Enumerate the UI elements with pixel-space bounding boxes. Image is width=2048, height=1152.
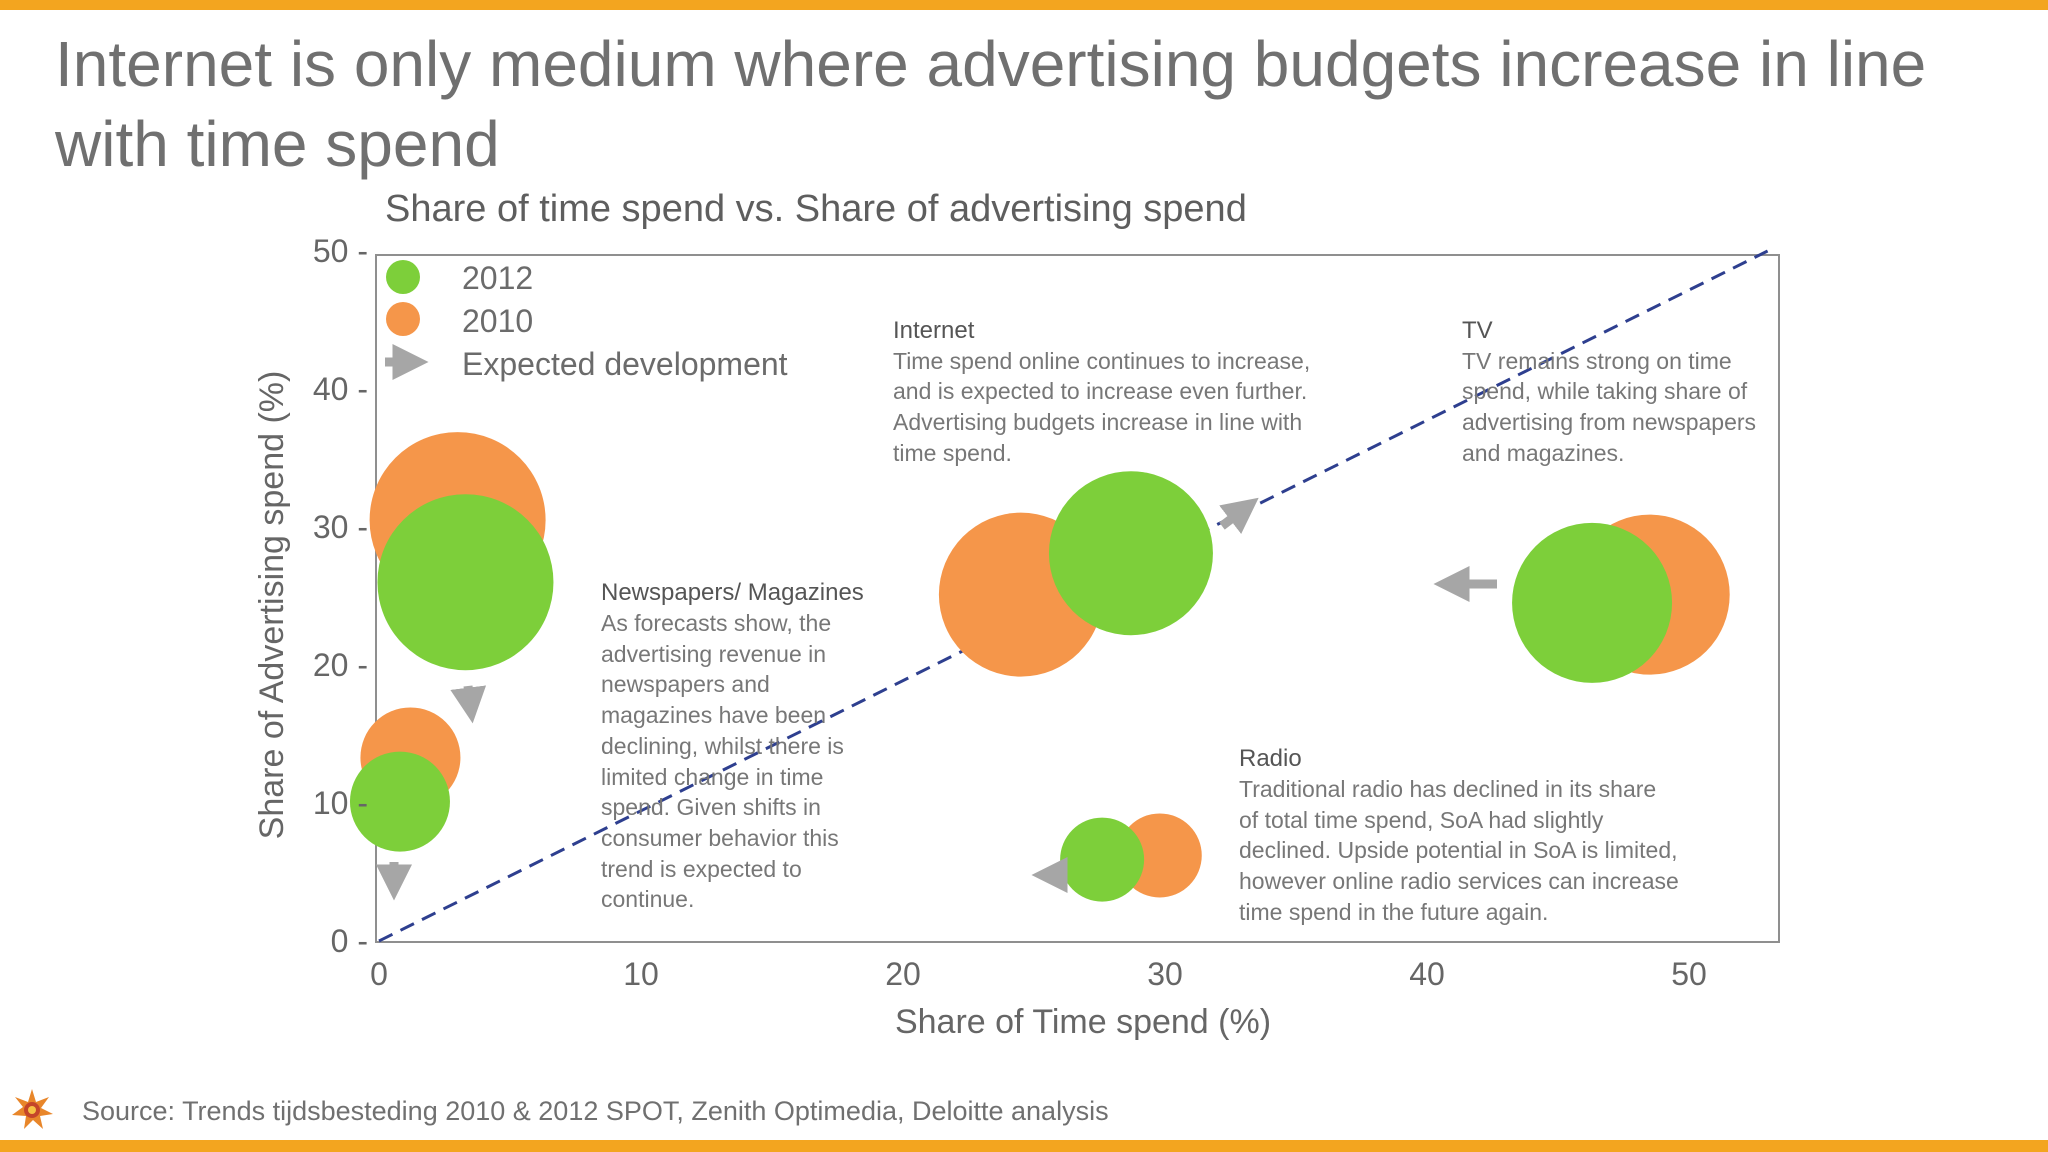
annotation-line: Advertising budgets increase in line wit… bbox=[893, 409, 1302, 435]
annotation-line: As forecasts show, the bbox=[601, 610, 831, 636]
x-tick-label: 20 bbox=[885, 956, 921, 992]
annotation-line: advertising from newspapers bbox=[1462, 409, 1756, 435]
x-tick-label: 40 bbox=[1409, 956, 1445, 992]
arrow-layer bbox=[376, 497, 1497, 901]
annotation-line: continue. bbox=[601, 886, 694, 912]
expected-development-arrow-icon bbox=[1219, 497, 1259, 534]
annotation-line: limited change in time bbox=[601, 764, 823, 790]
legend-label-expected: Expected development bbox=[462, 346, 788, 382]
x-axis-label: Share of Time spend (%) bbox=[895, 1003, 1271, 1041]
annotation-line: declined. Upside potential in SoA is lim… bbox=[1239, 837, 1678, 863]
annotation-title: Newspapers/ Magazines bbox=[601, 579, 864, 606]
legend-label-2010: 2010 bbox=[462, 303, 533, 339]
source-note: Source: Trends tijdsbesteding 2010 & 201… bbox=[82, 1096, 1109, 1126]
annotation-title: Internet bbox=[893, 317, 975, 344]
annotation-internet: Internet Time spend online continues to … bbox=[893, 317, 1310, 466]
y-tick-label: 20 - bbox=[313, 647, 368, 683]
annotation-line: declining, whilst there is bbox=[601, 733, 844, 759]
legend-marker-2012 bbox=[386, 260, 420, 294]
x-tick-label: 0 bbox=[370, 956, 388, 992]
annotation-line: trend is expected to bbox=[601, 856, 802, 882]
expected-development-arrow-icon bbox=[450, 685, 487, 724]
bubble-2012 bbox=[1512, 522, 1673, 683]
chart-title: Share of time spend vs. Share of adverti… bbox=[385, 188, 1247, 230]
annotation-line: of total time spend, SoA had slightly bbox=[1239, 807, 1604, 833]
x-tick-label: 50 bbox=[1671, 956, 1707, 992]
bubble-2012 bbox=[1048, 471, 1213, 636]
legend: 2012 2010 Expected development bbox=[385, 260, 788, 382]
annotation-title: Radio bbox=[1239, 745, 1302, 772]
annotation-line: Time spend online continues to increase, bbox=[893, 348, 1310, 374]
annotation-line: time spend in the future again. bbox=[1239, 899, 1548, 925]
legend-label-2012: 2012 bbox=[462, 260, 533, 296]
annotation-line: time spend. bbox=[893, 440, 1012, 466]
x-tick-label: 30 bbox=[1147, 956, 1183, 992]
top-accent-bar bbox=[0, 0, 2048, 10]
annotation-line: TV remains strong on time bbox=[1462, 348, 1732, 374]
y-tick-label: 40 - bbox=[313, 371, 368, 407]
bubble-2012 bbox=[377, 494, 554, 671]
annotation-title: TV bbox=[1462, 317, 1493, 344]
annotation-radio: Radio Traditional radio has declined in … bbox=[1239, 745, 1679, 925]
y-tick-label: 0 - bbox=[331, 923, 368, 959]
bubble-layer bbox=[349, 432, 1730, 902]
annotation-line: and is expected to increase even further… bbox=[893, 378, 1307, 404]
annotation-line: consumer behavior this bbox=[601, 825, 839, 851]
bubble-2012 bbox=[349, 751, 450, 852]
slide-title: Internet is only medium where advertisin… bbox=[55, 28, 1927, 180]
annotation-newspapers-magazines: Newspapers/ Magazines As forecasts show,… bbox=[601, 579, 864, 912]
annotation-line: however online radio services can increa… bbox=[1239, 868, 1679, 894]
y-tick-label: 50 - bbox=[313, 233, 368, 269]
annotation-line: and magazines. bbox=[1462, 440, 1624, 466]
plot-frame bbox=[375, 254, 1780, 943]
annotation-line: Traditional radio has declined in its sh… bbox=[1239, 776, 1656, 802]
y-axis-label: Share of Advertising spend (%) bbox=[253, 371, 291, 840]
y-tick-label: 30 - bbox=[313, 509, 368, 545]
tick-layer: 0 - 10 - 20 - 30 - 40 - 50 - 0 10 20 30 40 50 bbox=[313, 233, 1707, 992]
annotation-line: advertising revenue in bbox=[601, 641, 826, 667]
annotation-line: spend, while taking share of bbox=[1462, 378, 1748, 404]
company-logo-icon bbox=[12, 1089, 53, 1129]
annotation-line: magazines have been bbox=[601, 702, 826, 728]
annotation-tv: TV TV remains strong on time spend, whil… bbox=[1462, 317, 1756, 466]
bubble-2012 bbox=[1060, 817, 1145, 902]
x-tick-label: 10 bbox=[623, 956, 659, 992]
legend-marker-2010 bbox=[386, 302, 420, 336]
y-tick-label: 10 - bbox=[313, 785, 368, 821]
annotation-line: spend. Given shifts in bbox=[601, 794, 821, 820]
bottom-accent-bar bbox=[0, 1140, 2048, 1152]
annotation-line: newspapers and bbox=[601, 671, 770, 697]
